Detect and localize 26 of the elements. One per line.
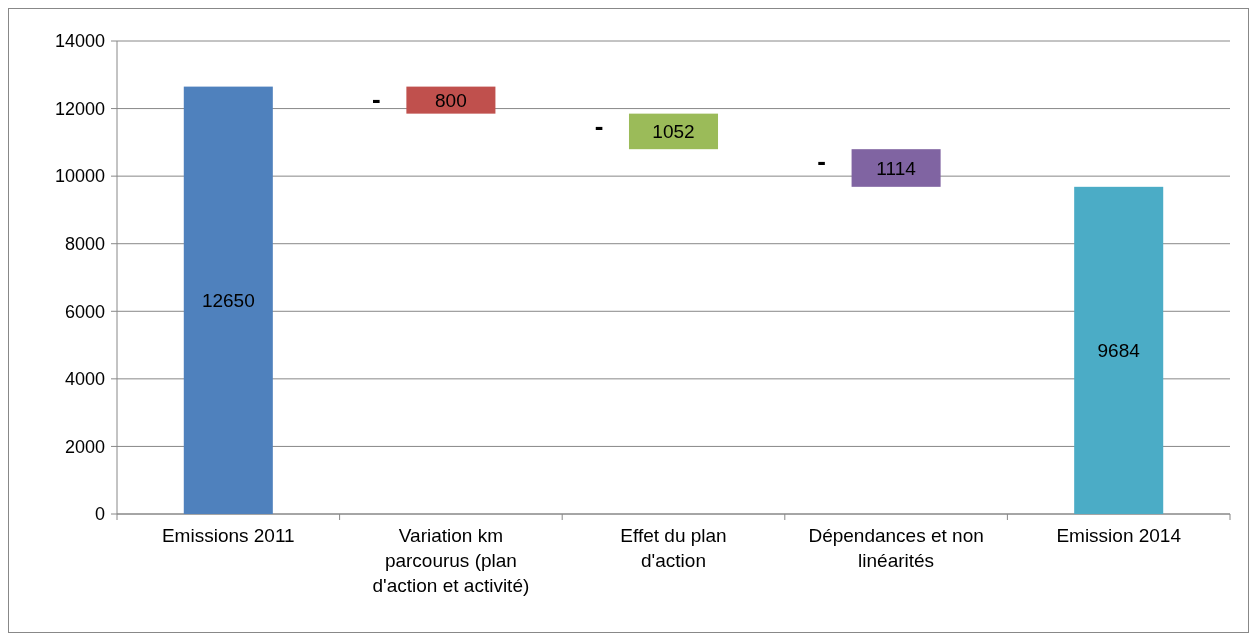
bar	[1074, 186, 1164, 514]
y-tick-label: 14000	[54, 31, 105, 52]
x-tick-label: Emissions 2011	[161, 525, 295, 546]
y-tick-label: 8000	[64, 234, 105, 255]
data-label: 1114	[876, 157, 917, 179]
bar	[851, 149, 941, 187]
x-tick-label: Effet du plan d'action	[620, 525, 727, 571]
annotation: -	[817, 146, 826, 177]
y-tick-label: 2000	[64, 436, 105, 457]
y-tick-label: 10000	[54, 166, 105, 187]
y-tick-label: 12000	[54, 98, 105, 119]
data-label: 9684	[1097, 340, 1141, 362]
bar	[406, 86, 496, 114]
bar	[183, 86, 273, 514]
x-tick-label: Variation km parcourus (plan d'action et activité)	[372, 525, 530, 596]
x-tick-label: Emission 2014	[1056, 525, 1182, 546]
data-label: 1052	[652, 121, 695, 143]
data-label: 800	[435, 89, 467, 111]
y-tick-label: 4000	[64, 369, 105, 390]
y-tick-label: 0	[94, 504, 105, 525]
data-label: 12650	[201, 289, 255, 311]
bar	[628, 113, 719, 150]
x-tick-label: Dépendances et non linéarités	[808, 525, 984, 571]
annotation: -	[372, 83, 381, 114]
annotation: -	[594, 110, 604, 141]
y-tick-label: 6000	[64, 301, 105, 322]
